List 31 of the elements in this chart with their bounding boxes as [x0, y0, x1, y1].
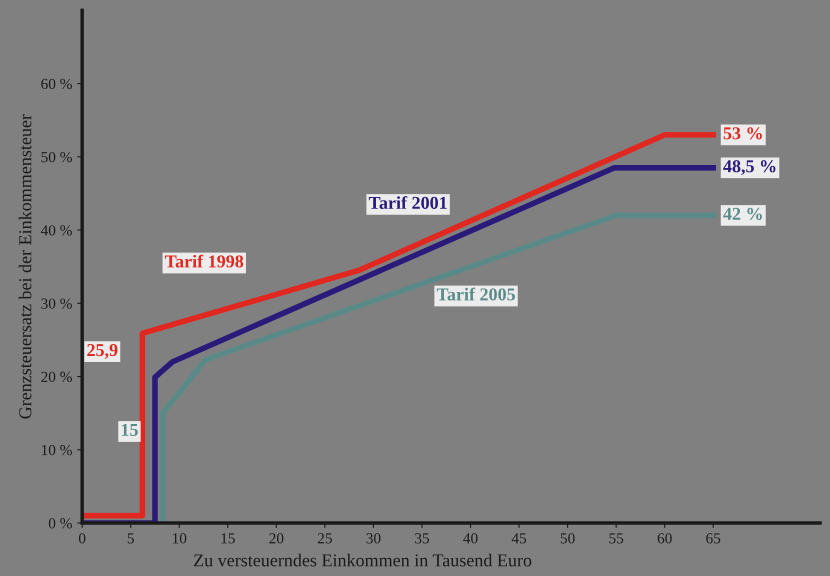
- x-tick-label: 10: [172, 533, 186, 544]
- x-axis-title: Zu versteuerndes Einkommen in Tausend Euro: [194, 554, 532, 566]
- y-tick-label: 0 %: [48, 518, 72, 529]
- x-tick-label: 50: [560, 533, 575, 544]
- x-tick-label: 20: [269, 533, 284, 544]
- annotation: 25,9: [87, 344, 118, 359]
- annotation: 15: [122, 424, 138, 436]
- y-tick-label: 60 %: [41, 78, 72, 90]
- x-tick-label: 40: [463, 533, 478, 544]
- y-tick-label: 30 %: [41, 298, 72, 309]
- annotation: 53 %: [724, 127, 762, 140]
- annotation: 42 %: [723, 208, 762, 220]
- y-tick-label: 20 %: [41, 372, 72, 382]
- x-tick-label: 60: [658, 533, 672, 544]
- annotation: 48,5 %: [723, 160, 776, 175]
- series-label: Tarif 1998: [164, 254, 244, 268]
- x-tick-label: 5: [128, 533, 134, 544]
- x-tick-label: 35: [415, 533, 430, 544]
- x-tick-label: 0: [78, 533, 86, 544]
- x-tick-label: 25: [318, 533, 332, 544]
- x-tick-label: 30: [366, 533, 380, 544]
- y-tick-label: 10 %: [42, 444, 72, 456]
- x-tick-label: 45: [512, 533, 526, 544]
- y-tick-label: 50 %: [42, 152, 72, 162]
- x-tick-label: 65: [706, 533, 720, 544]
- series-label: Tarif 2005: [436, 288, 515, 300]
- x-tick-label: 15: [222, 533, 235, 544]
- x-tick-label: 55: [609, 533, 624, 544]
- y-axis-title: Grenzsteuersatz bei der Einkommensteuer: [18, 114, 32, 419]
- y-tick-label: 40 %: [40, 225, 72, 236]
- series-label: Tarif 2001: [368, 196, 447, 209]
